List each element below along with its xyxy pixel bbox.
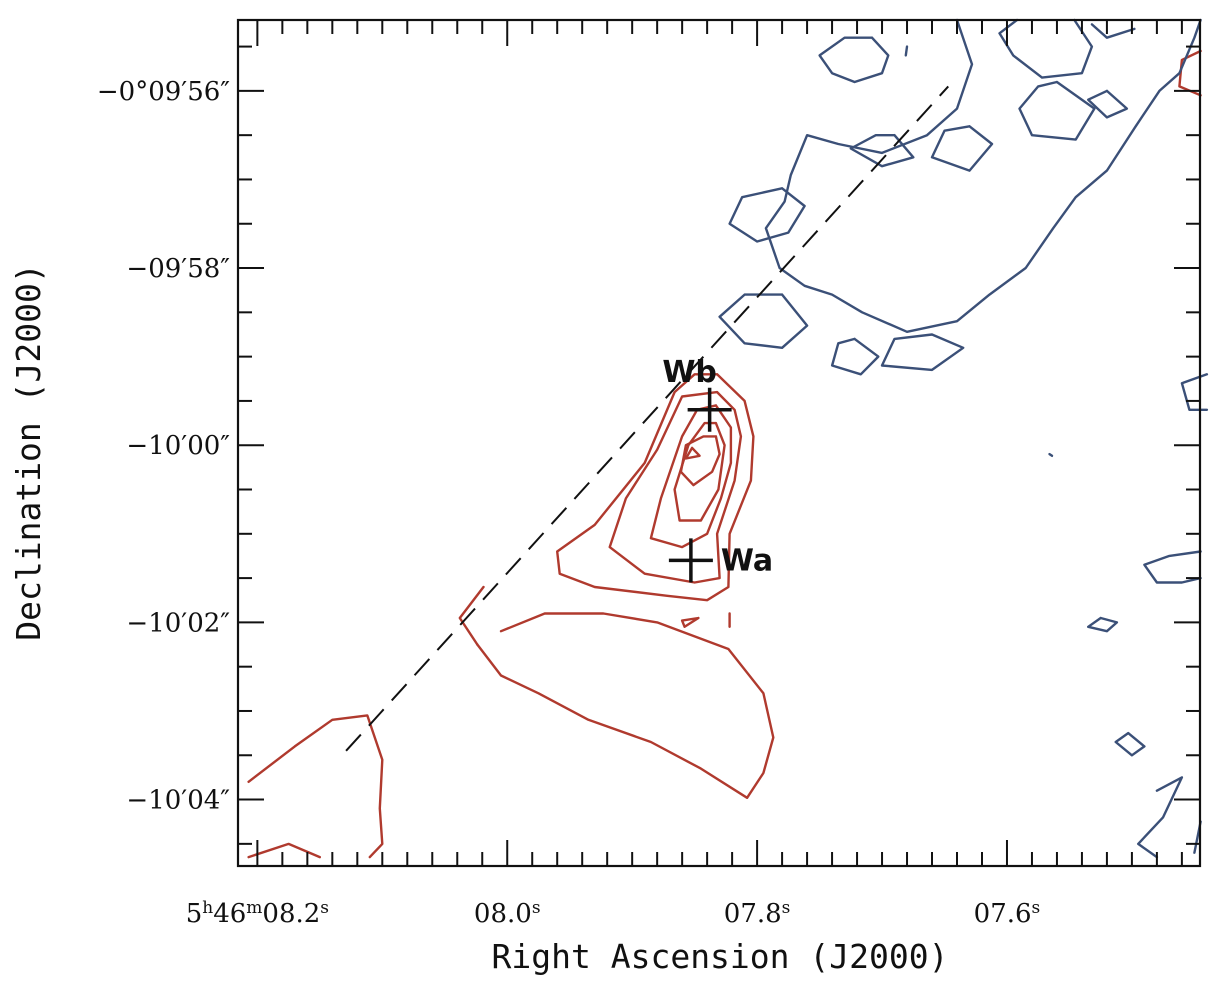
- red-contour-1: [608, 390, 743, 584]
- x-axis-title: Right Ascension (J2000): [492, 937, 949, 976]
- blue-contour-15: [1143, 550, 1202, 584]
- blue-contour-11: [880, 333, 965, 372]
- blue-contour-1: [998, 18, 1094, 79]
- blue-contour-13: [1180, 373, 1209, 411]
- x-tick-label: 5h46m08.2s: [186, 898, 329, 929]
- y-tick-label: −09′58″: [126, 254, 230, 284]
- blue-contour-7: [849, 134, 915, 168]
- blue-contour-12: [1087, 89, 1129, 119]
- red-contour-9: [458, 585, 485, 646]
- source-markers: Wb Wa: [662, 355, 773, 583]
- plot-border: [236, 18, 1202, 868]
- plot-frame: [236, 18, 1202, 868]
- red-contour-5: [684, 446, 701, 460]
- x-tick-label: 07.6s: [974, 898, 1041, 929]
- source-cross-wb: [687, 387, 732, 432]
- x-tick-label: 07.8s: [724, 898, 791, 929]
- red-contour-4: [679, 435, 721, 487]
- blue-contour-9: [718, 293, 809, 349]
- red-contour-2: [649, 404, 733, 549]
- blue-contour-17: [1114, 731, 1146, 757]
- blue-contour-0: [764, 18, 1202, 333]
- redshifted-contours: [247, 49, 1202, 859]
- red-contour-3: [673, 421, 726, 522]
- source-label-wb: Wb: [662, 355, 717, 390]
- x-tick-label: 08.0s: [474, 898, 541, 929]
- y-axis-title: Declination (J2000): [9, 263, 48, 641]
- y-tick-label: −10′02″: [126, 608, 230, 638]
- blue-contour-14: [1048, 452, 1054, 457]
- red-contour-0: [556, 373, 755, 602]
- blue-contour-10: [830, 337, 880, 376]
- y-tick-label: −10′04″: [126, 786, 230, 816]
- blue-contour-8: [728, 187, 806, 243]
- axis-ticks: [238, 20, 1200, 866]
- blueshifted-contours: [718, 18, 1209, 859]
- y-tick-label: −0°09′56″: [97, 77, 230, 107]
- blue-contour-4: [818, 36, 890, 84]
- outflow-axis: [345, 85, 949, 752]
- y-tick-label: −10′00″: [126, 431, 230, 461]
- red-contour-6: [680, 616, 700, 628]
- blue-contour-2: [1090, 23, 1136, 39]
- blue-contour-18: [1137, 776, 1184, 859]
- outflow-axis-line: [345, 85, 949, 752]
- red-contour-11: [247, 842, 321, 859]
- source-label-wa: Wa: [721, 543, 773, 578]
- source-cross-wa: [668, 538, 713, 583]
- blue-contour-5: [1018, 80, 1096, 141]
- red-contour-10: [247, 714, 384, 859]
- blue-contour-3: [904, 45, 909, 57]
- blue-contour-6: [930, 125, 994, 172]
- red-contour-8: [476, 612, 775, 799]
- blue-contour-16: [1087, 616, 1119, 633]
- red-contour-12: [1178, 49, 1202, 97]
- axis-tick-labels: −0°09′56″ −09′58″ −10′00″ −10′02″ −10′04″ 5h4…: [97, 77, 1040, 929]
